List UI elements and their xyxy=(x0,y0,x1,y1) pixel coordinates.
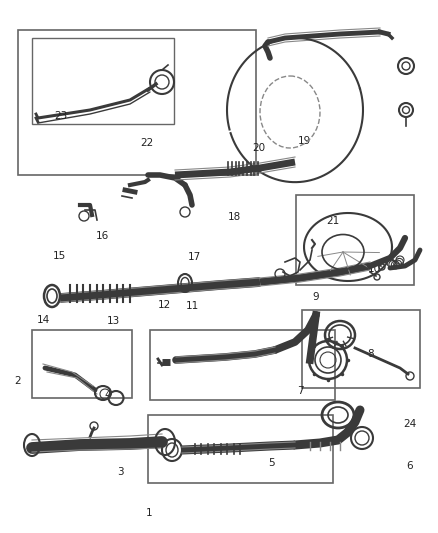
Text: 7: 7 xyxy=(297,386,304,395)
Text: 12: 12 xyxy=(158,300,171,310)
Text: 9: 9 xyxy=(312,292,319,302)
Text: 19: 19 xyxy=(298,136,311,146)
Text: 16: 16 xyxy=(96,231,110,241)
Text: 1: 1 xyxy=(145,508,152,518)
Bar xyxy=(32,38,174,124)
Bar xyxy=(148,415,333,483)
Ellipse shape xyxy=(44,285,60,307)
Bar xyxy=(302,310,420,388)
Text: 11: 11 xyxy=(186,302,199,311)
Text: 22: 22 xyxy=(140,138,153,148)
Text: 3: 3 xyxy=(117,467,124,477)
Bar xyxy=(18,30,256,175)
Bar xyxy=(32,330,132,398)
Text: 13: 13 xyxy=(107,316,120,326)
Text: 10: 10 xyxy=(368,264,381,274)
Text: 15: 15 xyxy=(53,251,66,261)
Text: 24: 24 xyxy=(403,419,416,429)
Text: 21: 21 xyxy=(326,216,339,226)
Text: 8: 8 xyxy=(367,350,374,359)
Text: 14: 14 xyxy=(37,315,50,325)
Text: 6: 6 xyxy=(406,462,413,471)
Text: 20: 20 xyxy=(252,143,265,152)
Bar xyxy=(150,330,335,400)
Text: 17: 17 xyxy=(188,252,201,262)
Text: 18: 18 xyxy=(228,213,241,222)
Text: 5: 5 xyxy=(268,458,275,468)
Text: 2: 2 xyxy=(14,376,21,386)
Bar xyxy=(296,195,414,285)
Text: 23: 23 xyxy=(54,111,67,121)
Text: 4: 4 xyxy=(104,391,111,400)
